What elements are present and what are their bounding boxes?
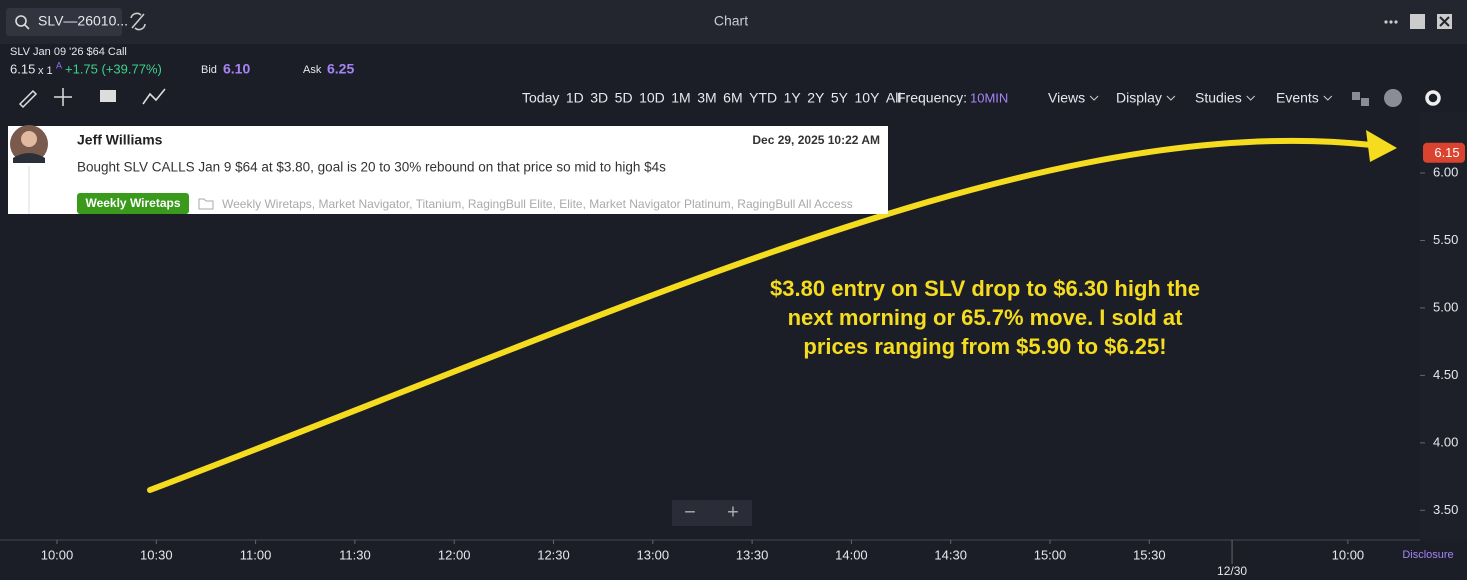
- link-icon[interactable]: [130, 12, 146, 31]
- menu-caret: [1246, 95, 1256, 101]
- last-size: x 1: [38, 65, 53, 77]
- x-tick-label: 11:30: [339, 547, 371, 562]
- arrow-head: [1366, 130, 1397, 162]
- x-tick-label: 10:30: [140, 547, 173, 562]
- tag-label[interactable]: Weekly Wiretaps: [85, 196, 180, 210]
- post-date: Dec 29, 2025 10:22 AM: [752, 133, 880, 147]
- annotation-arrow: [147, 137, 1375, 493]
- close-icon-x: [1439, 16, 1450, 27]
- x-tick-label: 15:30: [1133, 547, 1166, 562]
- x-tick-label: 10:00: [41, 547, 74, 562]
- toolbar-icons[interactable]: [1352, 89, 1402, 107]
- search-text[interactable]: SLV—26010...: [38, 13, 128, 29]
- range-button[interactable]: 10D: [639, 90, 665, 106]
- folder-icon: [198, 198, 214, 210]
- x-tick-label: 15:00: [1034, 547, 1067, 562]
- day-label: 12/30: [1217, 564, 1247, 578]
- menu-caret: [1166, 95, 1176, 101]
- range-button[interactable]: 3M: [697, 90, 716, 106]
- range-button[interactable]: 6M: [723, 90, 742, 106]
- menu-caret: [1089, 95, 1099, 101]
- range-button[interactable]: YTD: [749, 90, 777, 106]
- zoom-out[interactable]: −: [684, 501, 696, 523]
- x-tick-label: 13:00: [637, 547, 670, 562]
- annotation-text: next morning or 65.7% move. I sold at: [788, 305, 1184, 330]
- menu-button[interactable]: Views: [1048, 90, 1085, 106]
- menu-button[interactable]: Studies: [1195, 90, 1242, 106]
- range-button[interactable]: 1Y: [784, 90, 802, 106]
- range-button[interactable]: 2Y: [807, 90, 825, 106]
- exchange: A: [56, 60, 62, 70]
- avatar-suit: [13, 153, 45, 163]
- range-button[interactable]: 1D: [566, 90, 584, 106]
- notes-icon[interactable]: [100, 90, 116, 102]
- y-tick-label: 4.50: [1433, 367, 1458, 382]
- y-tick-label: 3.50: [1433, 502, 1458, 517]
- frequency-value[interactable]: 10MIN: [970, 90, 1008, 105]
- zoom-in[interactable]: +: [727, 501, 739, 523]
- menu-caret: [1323, 95, 1333, 101]
- y-axis-panel: [1420, 112, 1467, 540]
- search-box[interactable]: [6, 8, 122, 36]
- x-tick-label: 12:30: [537, 547, 570, 562]
- y-tick-label: 4.00: [1433, 434, 1458, 449]
- more-icon[interactable]: [1384, 20, 1398, 24]
- change: +1.75 (+39.77%): [65, 61, 162, 76]
- x-tick-label: 10:00: [1332, 547, 1365, 562]
- x-tick-label: 13:30: [736, 547, 769, 562]
- title-bar: [0, 0, 1467, 44]
- disclosure-link[interactable]: Disclosure: [1402, 549, 1453, 561]
- y-tick-label: 5.00: [1433, 299, 1458, 314]
- ask-label: Ask: [303, 64, 322, 76]
- y-tick-label: 5.50: [1433, 232, 1458, 247]
- contract-name: SLV Jan 09 '26 $64 Call: [10, 46, 127, 58]
- x-tick-label: 12:00: [438, 547, 471, 562]
- y-tick-label: 6.00: [1433, 164, 1458, 179]
- window-title: Chart: [714, 13, 748, 29]
- x-tick-label: 14:00: [835, 547, 868, 562]
- x-tick-label: 14:30: [934, 547, 967, 562]
- range-button[interactable]: 5D: [615, 90, 633, 106]
- range-button[interactable]: 3D: [590, 90, 608, 106]
- menu-button[interactable]: Events: [1276, 90, 1319, 106]
- toolbar: Today 1D 3D 5D 10D 1M 3M 6M YTD 1Y 2Y 5Y 10Y AllFrequ…: [522, 90, 1333, 106]
- last-price: 6.15: [10, 61, 35, 76]
- annotation-text: $3.80 entry on SLV drop to $6.30 high th…: [770, 276, 1200, 301]
- frequency-label: Frequency:: [897, 90, 967, 106]
- menu-button[interactable]: Display: [1116, 90, 1162, 106]
- zoom-controls: [672, 500, 752, 526]
- settings-icon[interactable]: [1425, 90, 1441, 106]
- post-text: Bought SLV CALLS Jan 9 $64 at $3.80, goa…: [77, 160, 666, 175]
- search-icon: [24, 24, 30, 30]
- trend-icon[interactable]: [142, 88, 166, 105]
- last-price-label: 6.15: [1434, 145, 1459, 160]
- avatar-face: [21, 131, 37, 147]
- range-button[interactable]: Today: [522, 90, 559, 106]
- bid-label: Bid: [201, 64, 217, 76]
- range-button[interactable]: 10Y: [855, 90, 881, 106]
- x-tick-label: 11:00: [240, 547, 272, 562]
- post-author: Jeff Williams: [77, 132, 163, 148]
- annotation: $3.80 entry on SLV drop to $6.30 high th…: [770, 276, 1200, 359]
- crosshair-icon[interactable]: [54, 88, 72, 106]
- search-icon: [15, 15, 27, 27]
- tag-button[interactable]: [77, 193, 189, 214]
- popout-icon[interactable]: [1410, 14, 1425, 29]
- bid: 6.10: [223, 61, 250, 77]
- post-channels: Weekly Wiretaps, Market Navigator, Titan…: [222, 197, 853, 211]
- last-price-badge: [1423, 142, 1465, 163]
- annotation-text: prices ranging from $5.90 to $6.25!: [803, 334, 1166, 359]
- range-button[interactable]: All: [886, 90, 902, 106]
- range-button[interactable]: 1M: [671, 90, 690, 106]
- draw-icon[interactable]: [18, 89, 38, 109]
- ask: 6.25: [327, 61, 354, 77]
- range-button[interactable]: 5Y: [831, 90, 849, 106]
